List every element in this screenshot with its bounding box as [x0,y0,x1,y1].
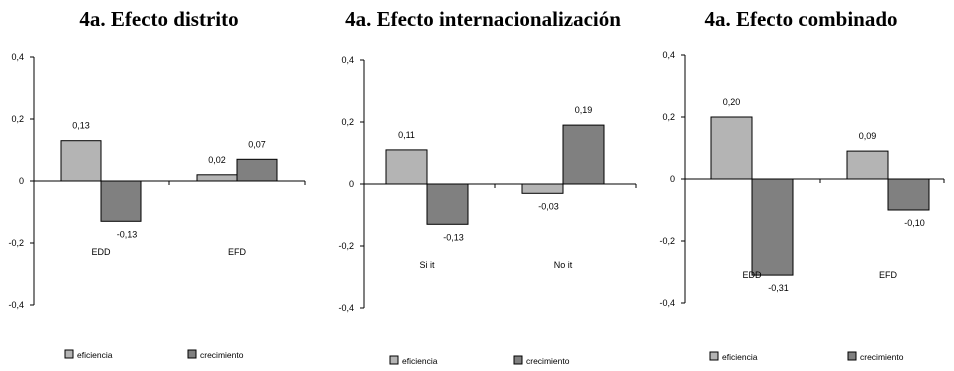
y-tick-label: 0,2 [11,114,24,124]
y-tick-label: -0,4 [659,298,675,308]
bar-eficiencia [521,183,564,194]
category-label: EFD [228,247,247,257]
category-label: EFD [879,270,898,280]
bar-eficiencia [196,174,238,182]
data-label: -0,10 [904,218,925,228]
y-tick-label: -0,4 [338,303,354,313]
legend-label: crecimiento [526,356,570,366]
y-tick-label: 0,2 [341,117,354,127]
chart-title: 4a. Efecto internacionalización [345,7,621,31]
category-label: Si it [419,260,435,270]
legend-swatch [187,349,197,359]
bar-eficiencia [385,149,428,185]
legend-swatch [513,355,523,365]
chart-panel-internacionalizacion: 4a. Efecto internacionalización 0,4 0,2 0 -… [318,0,648,371]
bar-crecimiento [100,180,142,222]
data-label: 0,13 [72,121,90,131]
data-label: 0,11 [398,130,415,140]
bar-crecimiento [236,158,278,182]
data-label: -0,13 [443,232,464,242]
bar-crecimiento [562,124,605,185]
chart-panel-distrito: 4a. Efecto distrito 0,4 0,2 0 -0,2 -0,4 EDD EF… [0,0,318,371]
y-tick-label: 0 [19,176,24,186]
legend-swatch [389,355,399,365]
legend-swatch [847,351,857,361]
bar-crecimiento [887,178,930,211]
bar-eficiencia [846,150,889,180]
bar-eficiencia [710,116,753,180]
data-label: -0,03 [538,201,559,211]
bar-chart-distrito: 0,4 0,2 0 -0,2 -0,4 EDD EFD 0,13 -0,13 0,02 0,07 ef… [8,52,306,360]
legend-swatch [709,351,719,361]
y-tick-label: -0,2 [8,238,24,248]
category-label: EDD [91,247,111,257]
data-label: 0,07 [248,139,266,149]
y-tick-label: 0,2 [662,112,675,122]
legend-label: crecimiento [860,352,904,362]
legend-label: eficiencia [722,352,758,362]
data-label: -0,13 [117,229,138,239]
y-tick-label: 0,4 [341,55,354,65]
bar-crecimiento [751,178,794,276]
data-label: 0,19 [575,105,593,115]
chart-title: 4a. Efecto distrito [79,7,239,31]
legend-label: eficiencia [402,356,438,366]
category-label: No it [554,260,573,270]
legend-label: crecimiento [200,350,244,360]
y-tick-label: -0,2 [338,241,354,251]
chart-title: 4a. Efecto combinado [704,7,898,31]
y-tick-label: -0,4 [8,300,24,310]
bar-eficiencia [60,140,102,182]
bar-crecimiento [426,183,469,225]
y-tick-label: 0,4 [11,52,24,62]
data-label: 0,20 [723,97,741,107]
data-label: 0,02 [208,155,226,165]
category-label: EDD [742,270,762,280]
legend-label: eficiencia [77,350,113,360]
y-tick-label: -0,2 [659,236,675,246]
y-tick-label: 0,4 [662,50,675,60]
data-label: 0,09 [859,131,877,141]
y-tick-label: 0 [349,179,354,189]
bar-chart-internacionalizacion: 0,4 0,2 0 -0,2 -0,4 Si it No it 0,11 -0,13 -0,03 0… [338,55,637,366]
y-tick-label: 0 [670,174,675,184]
legend-swatch [64,349,74,359]
chart-panel-combinado: 4a. Efecto combinado 0,4 0,2 0 -0,2 -0,4 EDD E… [648,0,954,371]
data-label: -0,31 [768,283,789,293]
